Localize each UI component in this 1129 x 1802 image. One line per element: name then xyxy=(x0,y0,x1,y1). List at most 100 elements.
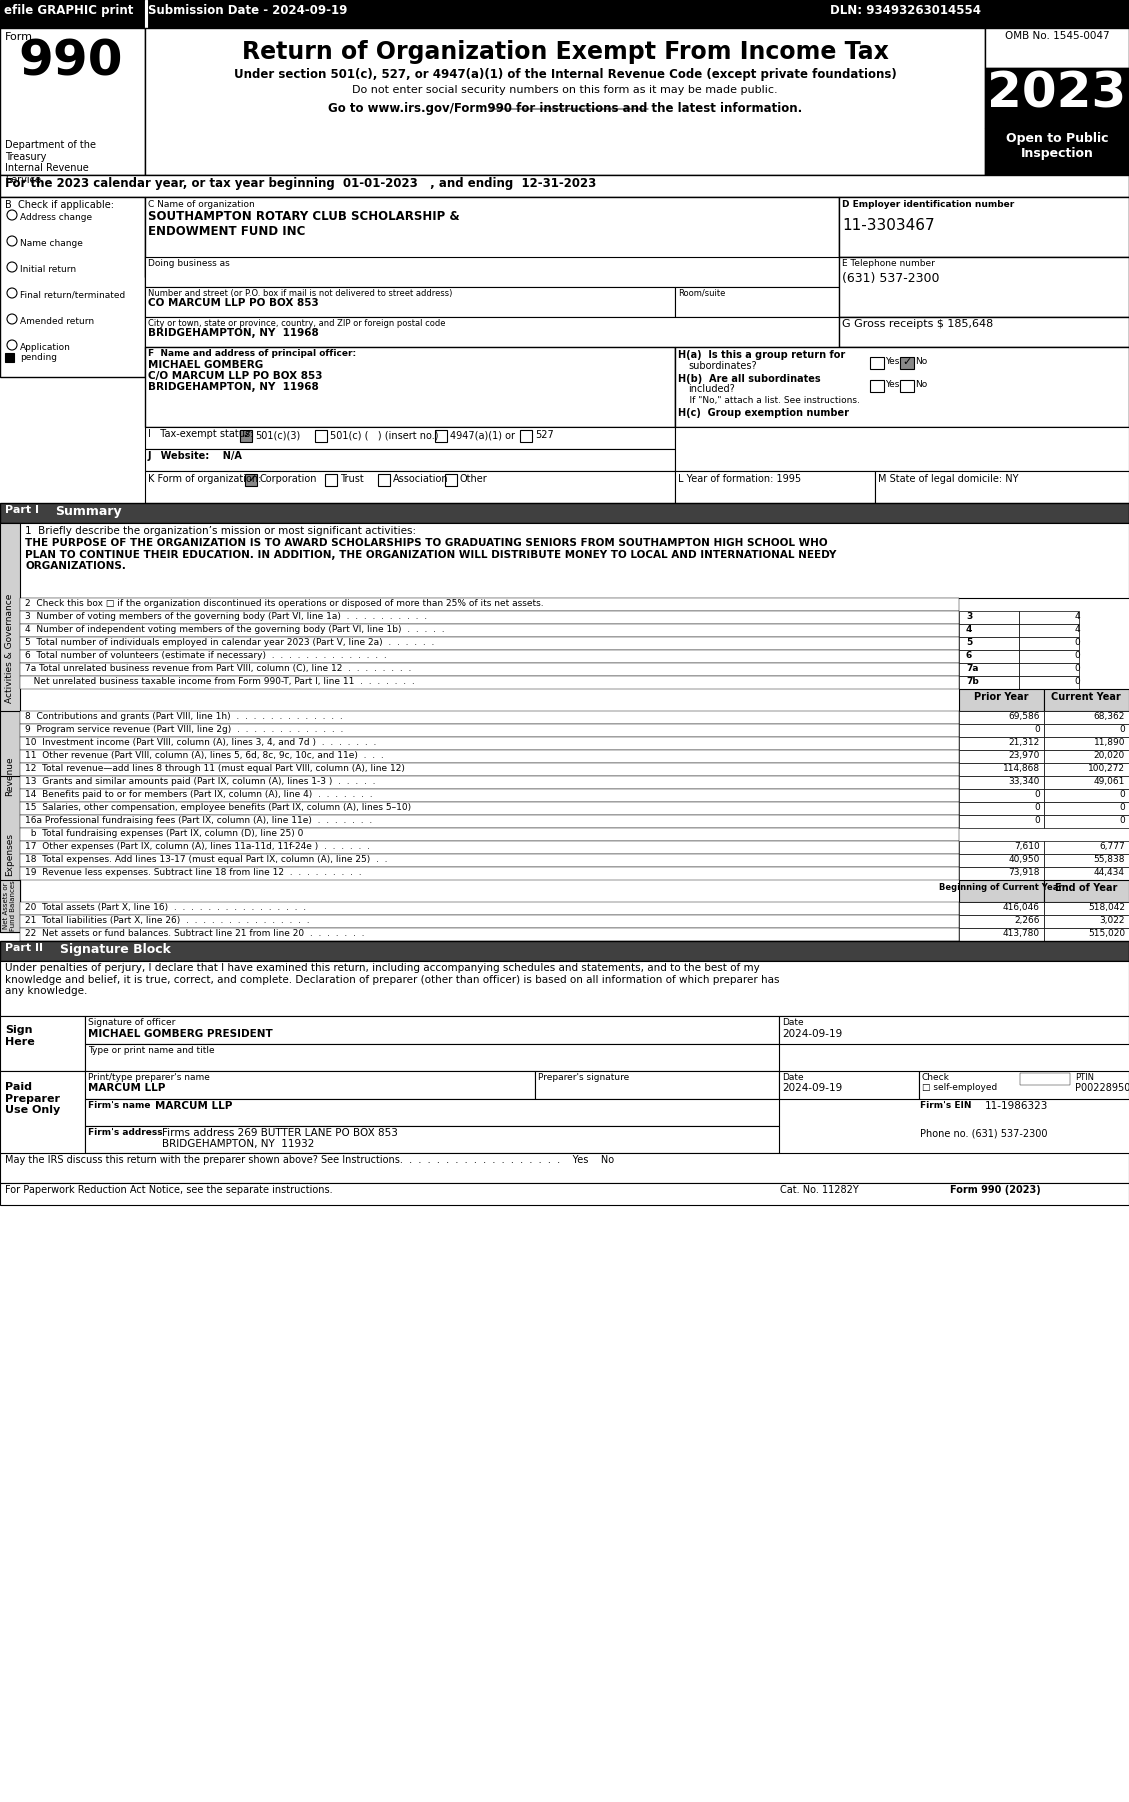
Text: Yes: Yes xyxy=(885,380,900,389)
Text: 12  Total revenue—add lines 8 through 11 (must equal Part VIII, column (A), line: 12 Total revenue—add lines 8 through 11 … xyxy=(25,764,405,773)
Text: 5  Total number of individuals employed in calendar year 2023 (Part V, line 2a) : 5 Total number of individuals employed i… xyxy=(25,638,435,647)
Text: 55,838: 55,838 xyxy=(1094,854,1124,863)
Text: Amended return: Amended return xyxy=(20,317,94,326)
Bar xyxy=(20,712,959,724)
Text: efile GRAPHIC print: efile GRAPHIC print xyxy=(5,4,133,16)
Bar xyxy=(0,523,20,773)
Bar xyxy=(145,427,675,449)
Bar xyxy=(20,651,959,663)
Bar xyxy=(984,128,1129,175)
Bar xyxy=(959,915,1044,928)
Bar xyxy=(20,842,959,854)
Text: 501(c) (   ) (insert no.): 501(c) ( ) (insert no.) xyxy=(330,431,438,440)
Bar xyxy=(145,317,839,348)
Text: F  Name and address of principal officer:: F Name and address of principal officer: xyxy=(148,350,356,359)
Text: 2023: 2023 xyxy=(988,70,1127,117)
Bar xyxy=(0,523,1129,598)
Text: Firms address 269 BUTTER LANE PO BOX 853: Firms address 269 BUTTER LANE PO BOX 853 xyxy=(161,1128,397,1139)
Text: 14  Benefits paid to or for members (Part IX, column (A), line 4)  .  .  .  .  .: 14 Benefits paid to or for members (Part… xyxy=(25,789,373,798)
Bar xyxy=(20,802,959,815)
Text: P00228950: P00228950 xyxy=(1075,1083,1129,1094)
Text: 3,022: 3,022 xyxy=(1100,915,1124,924)
Bar xyxy=(959,750,1044,762)
Text: E Telephone number: E Telephone number xyxy=(842,259,935,268)
Text: Phone no. (631) 537-2300: Phone no. (631) 537-2300 xyxy=(920,1128,1048,1139)
Bar xyxy=(20,903,959,915)
Text: Summary: Summary xyxy=(55,505,122,517)
Text: 0: 0 xyxy=(1119,804,1124,813)
Text: Association: Association xyxy=(393,474,448,485)
Bar xyxy=(145,258,839,287)
Bar xyxy=(0,777,20,932)
Bar xyxy=(959,928,1044,941)
Text: 518,042: 518,042 xyxy=(1088,903,1124,912)
Bar xyxy=(85,1043,779,1070)
Bar xyxy=(20,750,959,762)
Bar xyxy=(0,503,1129,523)
Bar xyxy=(20,915,959,928)
Text: Room/suite: Room/suite xyxy=(679,288,725,297)
Text: Other: Other xyxy=(460,474,488,485)
Text: Prior Year: Prior Year xyxy=(973,692,1029,703)
Text: Net Assets or
Fund Balances: Net Assets or Fund Balances xyxy=(3,881,17,932)
Text: 0: 0 xyxy=(1119,816,1124,825)
Bar xyxy=(959,777,1044,789)
Bar xyxy=(839,317,1129,348)
Bar xyxy=(20,789,959,802)
Text: MARCUM LLP: MARCUM LLP xyxy=(88,1083,165,1094)
Text: Name change: Name change xyxy=(20,240,82,249)
Text: Department of the
Treasury
Internal Revenue
Service: Department of the Treasury Internal Reve… xyxy=(5,141,96,186)
Text: 7,610: 7,610 xyxy=(1014,842,1040,851)
Bar xyxy=(20,737,959,750)
Text: 515,020: 515,020 xyxy=(1088,930,1124,939)
Bar xyxy=(1044,688,1129,712)
Bar xyxy=(959,879,1044,903)
Text: 0: 0 xyxy=(1119,724,1124,733)
Text: 0: 0 xyxy=(1075,678,1080,687)
Bar xyxy=(20,867,959,879)
Bar xyxy=(984,29,1129,68)
Bar xyxy=(1044,842,1129,854)
Text: 68,362: 68,362 xyxy=(1094,712,1124,721)
Bar xyxy=(1044,879,1129,903)
Text: Return of Organization Exempt From Income Tax: Return of Organization Exempt From Incom… xyxy=(242,40,889,65)
Text: Part II: Part II xyxy=(5,942,43,953)
Bar xyxy=(959,663,1019,676)
Bar xyxy=(900,380,914,393)
Bar xyxy=(1044,903,1129,915)
Bar xyxy=(20,827,959,842)
Text: 0: 0 xyxy=(1034,789,1040,798)
Text: 0: 0 xyxy=(1119,789,1124,798)
Text: Number and street (or P.O. box if mail is not delivered to street address): Number and street (or P.O. box if mail i… xyxy=(148,288,453,297)
Bar xyxy=(1044,867,1129,879)
Text: Signature Block: Signature Block xyxy=(60,942,170,957)
Text: Trust: Trust xyxy=(340,474,364,485)
Bar xyxy=(959,867,1044,879)
Text: Print/type preparer's name: Print/type preparer's name xyxy=(88,1072,210,1081)
Text: BRIDGEHAMPTON, NY  11968: BRIDGEHAMPTON, NY 11968 xyxy=(148,382,318,393)
Text: D Employer identification number: D Employer identification number xyxy=(842,200,1014,209)
Text: 49,061: 49,061 xyxy=(1094,777,1124,786)
Bar xyxy=(0,196,145,377)
Bar xyxy=(1044,854,1129,867)
Text: Submission Date - 2024-09-19: Submission Date - 2024-09-19 xyxy=(148,4,348,16)
Text: B  Check if applicable:: B Check if applicable: xyxy=(5,200,114,211)
Text: subordinates?: subordinates? xyxy=(688,360,756,371)
Bar xyxy=(145,470,675,503)
Text: Application
pending: Application pending xyxy=(20,342,71,362)
Bar xyxy=(145,287,675,317)
Text: 7a: 7a xyxy=(966,663,979,672)
Text: 9  Program service revenue (Part VIII, line 2g)  .  .  .  .  .  .  .  .  .  .  .: 9 Program service revenue (Part VIII, li… xyxy=(25,724,343,733)
Bar xyxy=(20,815,959,827)
Text: 73,918: 73,918 xyxy=(1008,869,1040,878)
Text: 2  Check this box □ if the organization discontinued its operations or disposed : 2 Check this box □ if the organization d… xyxy=(25,598,544,607)
Text: 501(c)(3): 501(c)(3) xyxy=(255,431,300,440)
Bar xyxy=(839,258,1129,317)
Bar xyxy=(1044,928,1129,941)
Text: 527: 527 xyxy=(535,431,553,440)
Bar xyxy=(1044,737,1129,750)
Bar xyxy=(20,623,959,636)
Text: 33,340: 33,340 xyxy=(1008,777,1040,786)
Text: 416,046: 416,046 xyxy=(1003,903,1040,912)
Text: 2024-09-19: 2024-09-19 xyxy=(782,1029,842,1040)
